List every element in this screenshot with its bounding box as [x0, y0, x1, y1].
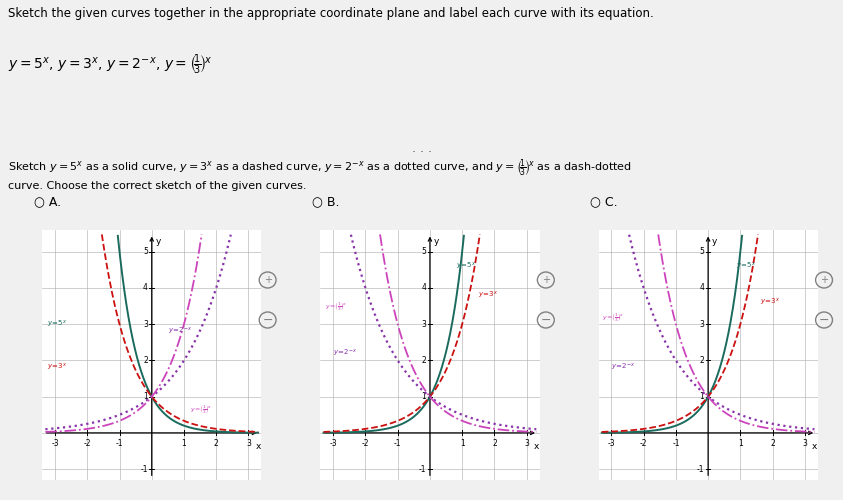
Text: $y\!=\!3^x$: $y\!=\!3^x$: [478, 290, 498, 300]
Text: 3: 3: [524, 440, 529, 448]
Text: 2: 2: [143, 356, 148, 365]
Text: Sketch the given curves together in the appropriate coordinate plane and label e: Sketch the given curves together in the …: [8, 8, 654, 20]
Text: -2: -2: [640, 440, 647, 448]
Text: −: −: [262, 314, 273, 326]
Text: 5: 5: [700, 247, 704, 256]
Text: 1: 1: [738, 440, 743, 448]
Text: y: y: [712, 236, 717, 246]
Text: 2: 2: [214, 440, 218, 448]
Text: 1: 1: [181, 440, 186, 448]
Text: +: +: [542, 275, 550, 285]
Text: -2: -2: [362, 440, 369, 448]
Text: $y\!=\!3^x$: $y\!=\!3^x$: [47, 362, 67, 373]
Text: 4: 4: [700, 284, 704, 292]
Text: -1: -1: [419, 464, 426, 473]
Text: $y\!=\!\left(\frac{1}{3}\right)^{\!x}$: $y\!=\!\left(\frac{1}{3}\right)^{\!x}$: [325, 300, 347, 312]
Text: 3: 3: [422, 320, 426, 328]
Text: +: +: [264, 275, 271, 285]
Text: $y\!=\!5^x$: $y\!=\!5^x$: [735, 260, 755, 272]
Text: Sketch $y=5^x$ as a solid curve, $y=3^x$ as a dashed curve, $y=2^{-x}$ as a dott: Sketch $y=5^x$ as a solid curve, $y=3^x$…: [8, 158, 632, 178]
Text: x: x: [255, 442, 260, 451]
Text: $y\!=\!2^{-x}$: $y\!=\!2^{-x}$: [333, 348, 357, 358]
Text: 5: 5: [143, 247, 148, 256]
Text: 2: 2: [422, 356, 426, 365]
Text: 3: 3: [803, 440, 808, 448]
Text: y: y: [434, 236, 439, 246]
Text: ○ B.: ○ B.: [312, 196, 340, 208]
Text: -2: -2: [83, 440, 91, 448]
Text: x: x: [534, 442, 539, 451]
Text: -1: -1: [672, 440, 679, 448]
Text: ○ A.: ○ A.: [34, 196, 61, 208]
Text: -1: -1: [697, 464, 704, 473]
Text: 4: 4: [422, 284, 426, 292]
Text: ○ C.: ○ C.: [590, 196, 618, 208]
Text: 3: 3: [700, 320, 704, 328]
Text: $y\!=\!2^{-x}$: $y\!=\!2^{-x}$: [168, 326, 192, 337]
Text: 2: 2: [771, 440, 775, 448]
Text: -3: -3: [51, 440, 59, 448]
Text: $y=5^x$, $y=3^x$, $y=2^{-x}$, $y=\left(\!\frac{1}{3}\!\right)^{\!x}$: $y=5^x$, $y=3^x$, $y=2^{-x}$, $y=\left(\…: [8, 52, 212, 77]
Text: 2: 2: [700, 356, 704, 365]
Text: 5: 5: [422, 247, 426, 256]
Text: $y\!=\!2^{-x}$: $y\!=\!2^{-x}$: [611, 362, 636, 373]
Text: $y\!=\!5^x$: $y\!=\!5^x$: [456, 260, 475, 272]
Text: −: −: [819, 314, 830, 326]
Text: -3: -3: [608, 440, 615, 448]
Text: -1: -1: [394, 440, 401, 448]
Text: y: y: [156, 236, 161, 246]
Text: 1: 1: [143, 392, 148, 401]
Text: $y\!=\!\left(\frac{1}{3}\right)^{\!x}$: $y\!=\!\left(\frac{1}{3}\right)^{\!x}$: [191, 404, 213, 415]
Text: 3: 3: [143, 320, 148, 328]
Text: 1: 1: [459, 440, 464, 448]
Text: curve. Choose the correct sketch of the given curves.: curve. Choose the correct sketch of the …: [8, 181, 307, 191]
Text: 1: 1: [422, 392, 426, 401]
Text: 2: 2: [492, 440, 497, 448]
Text: . . .: . . .: [411, 142, 432, 156]
Text: 3: 3: [246, 440, 251, 448]
Text: -1: -1: [141, 464, 148, 473]
Text: $y\!=\!3^x$: $y\!=\!3^x$: [760, 297, 780, 308]
Text: −: −: [540, 314, 551, 326]
Text: 4: 4: [143, 284, 148, 292]
Text: -3: -3: [330, 440, 337, 448]
Text: 1: 1: [700, 392, 704, 401]
Text: x: x: [812, 442, 817, 451]
Text: $y\!=\!5^x$: $y\!=\!5^x$: [47, 318, 67, 330]
Text: +: +: [820, 275, 828, 285]
Text: -1: -1: [115, 440, 123, 448]
Text: $y\!=\!\left(\frac{1}{3}\right)^{\!x}$: $y\!=\!\left(\frac{1}{3}\right)^{\!x}$: [602, 311, 625, 323]
